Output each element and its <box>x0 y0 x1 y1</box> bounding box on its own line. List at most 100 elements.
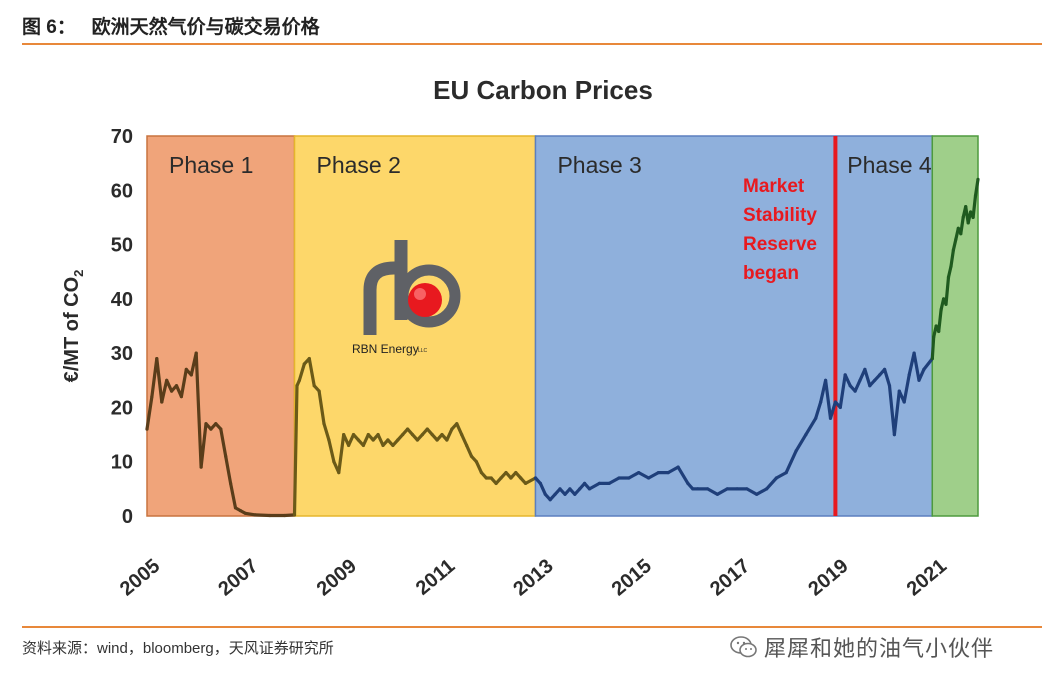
price-point <box>337 471 341 475</box>
price-point <box>524 481 528 485</box>
price-point <box>912 351 916 355</box>
price-point <box>238 509 242 513</box>
price-point <box>155 357 159 361</box>
logo-text: RBN Energy <box>352 342 419 356</box>
price-point <box>932 335 936 339</box>
price-point <box>878 373 882 377</box>
price-point <box>887 384 892 388</box>
price-point <box>725 487 729 491</box>
x-tick-label: 2007 <box>214 555 262 600</box>
price-point <box>295 384 299 388</box>
price-point <box>425 427 429 431</box>
price-point <box>976 177 980 181</box>
price-point <box>824 378 828 382</box>
price-point <box>356 438 360 442</box>
price-point <box>597 481 602 485</box>
price-point <box>174 384 179 388</box>
price-point <box>784 471 788 475</box>
price-point <box>964 205 968 209</box>
y-tick-label: 20 <box>111 397 133 419</box>
price-point <box>578 487 582 491</box>
price-point <box>361 443 365 447</box>
rbn-energy-logo: RBN Energy LLC <box>352 240 461 356</box>
price-point <box>253 513 257 517</box>
price-point <box>951 248 956 252</box>
logo-suffix: LLC <box>418 348 428 354</box>
price-point <box>415 438 419 442</box>
price-point <box>917 378 921 382</box>
phase-label: Phase 1 <box>169 152 253 178</box>
price-point <box>553 492 557 496</box>
price-point <box>499 476 503 480</box>
y-tick-label: 50 <box>111 235 133 257</box>
price-point <box>514 471 518 475</box>
x-tick-label: 2015 <box>608 555 656 600</box>
price-point <box>317 389 321 393</box>
price-point <box>548 498 552 502</box>
phase-bands: Phase 1 Phase 2 Phase 3 Phase 4 <box>146 135 979 517</box>
price-point <box>930 357 934 361</box>
price-point <box>381 443 385 447</box>
price-point <box>219 427 223 431</box>
price-point <box>435 438 439 442</box>
price-point <box>297 378 301 382</box>
price-point <box>966 221 970 225</box>
price-point <box>386 438 390 442</box>
price-point <box>627 476 631 480</box>
price-point <box>489 476 493 480</box>
x-tick-label: 2009 <box>313 555 361 600</box>
price-point <box>430 433 434 437</box>
x-tick-label: 2021 <box>903 555 951 600</box>
phase-label: Phase 2 <box>317 152 401 178</box>
price-point <box>455 422 459 426</box>
price-point <box>204 422 208 426</box>
price-point <box>853 389 857 393</box>
price-point <box>445 438 449 442</box>
price-point <box>902 400 906 404</box>
price-point <box>509 476 513 480</box>
eu-carbon-price-chart: EU Carbon Prices Phase 1 Phase 2 Phase 3 Ph… <box>61 75 980 600</box>
price-point <box>676 465 680 469</box>
phase-label: Phase 3 <box>557 152 641 178</box>
msr-annotation: Market Stability Reserve began <box>743 136 838 516</box>
footer-rule <box>22 626 1042 628</box>
price-point <box>307 357 311 361</box>
price-point <box>944 302 948 306</box>
price-point <box>956 226 960 230</box>
phase-band <box>146 135 296 517</box>
price-point <box>647 476 651 480</box>
source-note: 资料来源：wind，bloomberg，天风证券研究所 <box>22 640 334 657</box>
price-point <box>150 395 154 399</box>
phase-band <box>293 135 537 517</box>
price-point <box>691 487 695 491</box>
price-point <box>194 351 198 355</box>
price-point <box>165 378 169 382</box>
price-line <box>930 179 980 359</box>
annotation-text: Reserve <box>743 234 817 255</box>
price-point <box>519 476 523 480</box>
price-point <box>617 476 621 480</box>
price-point <box>804 433 808 437</box>
price-point <box>401 433 405 437</box>
price-point <box>406 427 410 431</box>
price-point <box>224 454 228 458</box>
y-tick-label: 0 <box>122 506 133 528</box>
price-point <box>366 433 370 437</box>
price-point <box>322 422 326 426</box>
price-point <box>376 433 380 437</box>
price-point <box>838 405 842 409</box>
price-point <box>573 492 577 496</box>
price-point <box>292 513 297 517</box>
price-point <box>332 460 336 464</box>
y-tick-label: 70 <box>111 126 133 148</box>
price-point <box>543 492 547 496</box>
watermark: 犀犀和她的油气小伙伴 <box>730 630 994 664</box>
price-point <box>907 373 911 377</box>
price-point <box>504 471 508 475</box>
price-point <box>937 329 941 333</box>
price-point <box>351 433 356 437</box>
rbn-logo-mark <box>363 240 461 335</box>
price-point <box>184 367 188 371</box>
x-tick-label: 2005 <box>116 555 164 600</box>
price-point <box>922 367 926 371</box>
